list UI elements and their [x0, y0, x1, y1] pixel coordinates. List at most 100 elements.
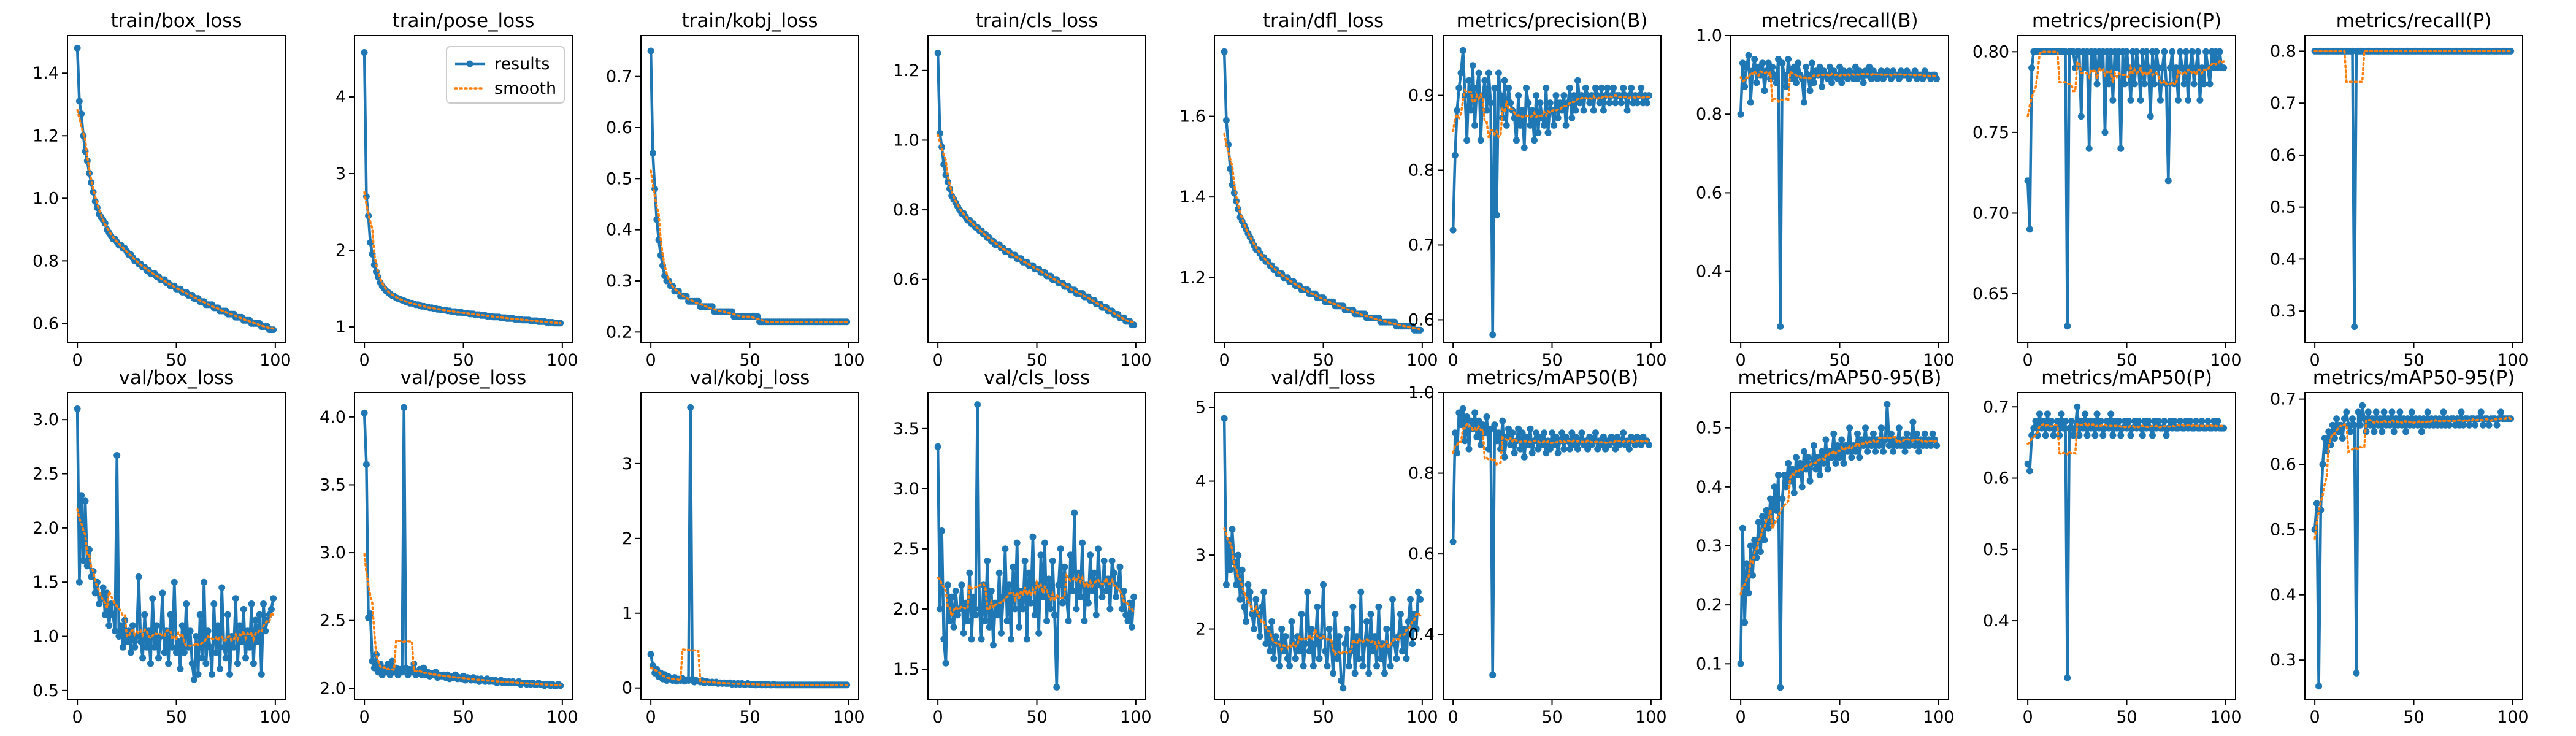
- y-tick-label: 0.7: [1408, 236, 1435, 255]
- results-point: [1848, 454, 1855, 461]
- results-point: [1820, 459, 1828, 467]
- results-point: [1570, 92, 1577, 99]
- y-tick-label: 1.5: [893, 660, 919, 679]
- results-point: [1359, 662, 1367, 670]
- y-tick-label: 0.70: [1972, 204, 2009, 223]
- results-point: [2167, 64, 2174, 72]
- results-point: [1236, 596, 1244, 603]
- results-point: [1268, 618, 1276, 625]
- results-point: [1108, 558, 1116, 564]
- results-point: [934, 49, 941, 56]
- y-tick-label: 1.0: [33, 189, 59, 208]
- results-point: [2485, 421, 2493, 429]
- chart-panel: val/box_loss 0.5 1.0 1.5 2.0 2.5 3.0 0 50 100: [33, 367, 291, 727]
- y-tick-label: 0.4: [1696, 478, 1722, 497]
- results-point: [1377, 655, 1384, 662]
- results-point: [1286, 662, 1294, 670]
- results-point: [1554, 450, 1562, 457]
- chart-title: train/cls_loss: [976, 10, 1098, 32]
- results-point: [1483, 107, 1490, 114]
- results-point: [1800, 448, 1807, 455]
- results-point: [218, 584, 226, 591]
- results-point: [238, 638, 245, 645]
- results-point: [2420, 415, 2428, 423]
- results-point: [1535, 129, 1542, 136]
- results-point: [1325, 626, 1333, 632]
- results-point: [2364, 408, 2372, 416]
- results-point: [2050, 432, 2057, 439]
- y-tick-label: 1.2: [893, 61, 919, 80]
- results-point: [1511, 114, 1518, 121]
- results-point: [1221, 415, 1228, 422]
- y-tick-label: 4: [1195, 472, 1206, 491]
- results-point: [1128, 623, 1135, 631]
- results-point: [1292, 655, 1299, 662]
- results-point: [1606, 99, 1613, 107]
- results-point: [1782, 83, 1790, 90]
- y-tick-label: 0.5: [1983, 540, 2009, 559]
- results-point: [2032, 418, 2039, 424]
- x-tick-label: 100: [1406, 351, 1438, 370]
- results-point: [1541, 121, 1548, 129]
- results-point: [74, 405, 81, 412]
- chart-panel: metrics/precision(B) 0.6 0.7 0.8 0.9 0 50 100: [1408, 10, 1667, 370]
- results-point: [1282, 633, 1289, 640]
- results-point: [1795, 59, 1802, 67]
- results-point: [1497, 92, 1505, 99]
- results-point: [270, 595, 277, 602]
- results-point: [1397, 610, 1404, 618]
- results-point: [687, 404, 694, 411]
- results-point: [204, 627, 212, 635]
- results-point: [1251, 626, 1257, 632]
- y-tick-label: 0.6: [1408, 310, 1435, 329]
- y-tick-label: 1: [335, 318, 346, 337]
- y-tick-label: 0.8: [1408, 161, 1435, 180]
- y-tick-label: 0.3: [1696, 537, 1722, 556]
- results-point: [1124, 618, 1132, 624]
- results-point: [2333, 415, 2340, 423]
- x-tick-label: 0: [359, 708, 370, 727]
- y-tick-label: 1.0: [893, 131, 919, 150]
- results-point: [1259, 603, 1265, 610]
- y-tick-label: 0.7: [2270, 94, 2296, 113]
- results-point: [2117, 145, 2125, 152]
- results-point: [2161, 48, 2168, 55]
- results-point: [401, 404, 408, 411]
- results-point: [1507, 99, 1514, 107]
- results-point: [1868, 442, 1875, 449]
- axes-frame: [354, 35, 573, 343]
- results-point: [997, 629, 1005, 637]
- y-tick-label: 0: [622, 679, 632, 698]
- results-point: [1781, 71, 1788, 79]
- results-point: [1523, 84, 1530, 91]
- y-tick-label: 1.0: [1408, 383, 1435, 402]
- x-tick-label: 100: [833, 708, 865, 727]
- y-tick-label: 0.5: [1696, 419, 1722, 438]
- x-tick-label: 50: [1313, 708, 1333, 727]
- y-tick-label: 0.4: [606, 221, 632, 240]
- y-tick-label: 0.4: [1696, 263, 1722, 282]
- results-point: [1739, 524, 1746, 532]
- results-point: [987, 588, 995, 594]
- results-point: [169, 643, 176, 651]
- results-point: [2424, 408, 2431, 416]
- results-point: [1525, 99, 1532, 107]
- chart-title: metrics/mAP50-95(P): [2313, 367, 2515, 389]
- results-point: [2380, 408, 2388, 416]
- results-point: [1002, 545, 1009, 553]
- results-point: [1761, 87, 1768, 94]
- results-point: [1844, 448, 1851, 455]
- results-point: [1803, 466, 1810, 473]
- x-tick-label: 100: [1923, 351, 1955, 370]
- results-point: [2026, 226, 2033, 233]
- results-point: [2321, 435, 2328, 442]
- y-tick-label: 0.7: [606, 67, 632, 86]
- results-point: [2472, 421, 2478, 429]
- results-point: [1927, 442, 1934, 449]
- results-point: [1582, 84, 1589, 91]
- results-point: [2341, 415, 2348, 423]
- x-tick-label: 50: [2116, 708, 2137, 727]
- chart-panel: val/kobj_loss 0 1 2 3 0 50 100: [622, 367, 865, 727]
- results-point: [1838, 436, 1846, 443]
